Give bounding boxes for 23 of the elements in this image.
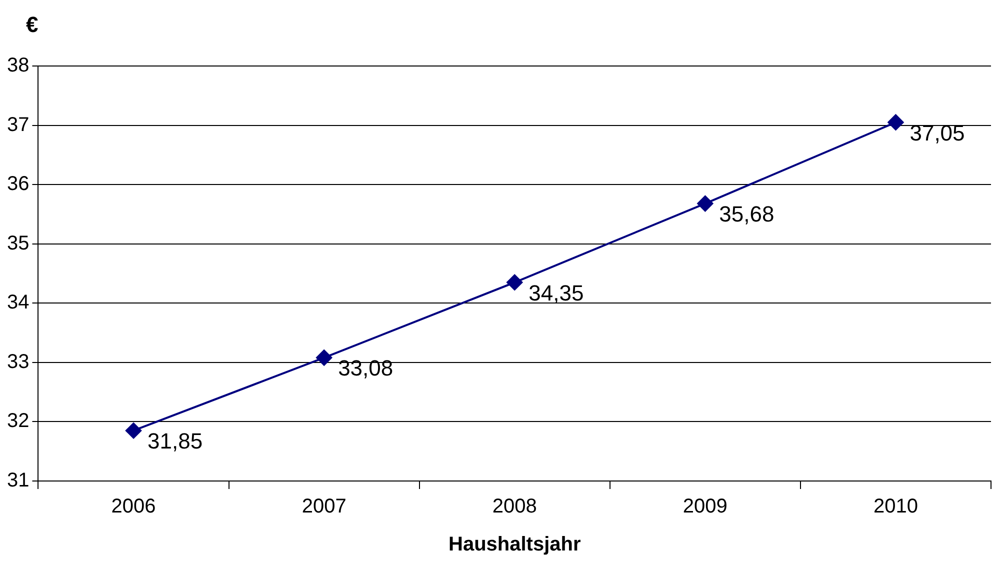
x-tick-label: 2008 (492, 496, 537, 518)
point (697, 196, 714, 212)
y-tick-label: 34 (6, 292, 30, 314)
point (126, 422, 142, 439)
point (506, 274, 523, 290)
x-tick-label: 2009 (682, 496, 728, 518)
data-label: 31,85 (148, 428, 203, 454)
y-tick-label: 35 (6, 232, 30, 254)
point (316, 350, 332, 366)
point (888, 114, 904, 130)
y-tick-label: 31 (6, 470, 30, 492)
y-tick-label: 32 (6, 410, 30, 432)
y-tick-label: 38 (6, 54, 30, 77)
x-tick-label: 2007 (302, 496, 346, 518)
x-axis-title: Haushaltsjahr (448, 534, 581, 556)
y-axis-title: € (26, 12, 38, 38)
y-tick-label: 33 (6, 350, 30, 373)
data-label: 34,35 (528, 280, 584, 306)
y-tick-label: 36 (6, 173, 30, 196)
x-tick-label: 2010 (873, 496, 918, 518)
data-label: 35,68 (719, 202, 774, 227)
y-tick-label: 37 (6, 114, 30, 136)
x-tick-label: 2006 (111, 496, 156, 518)
